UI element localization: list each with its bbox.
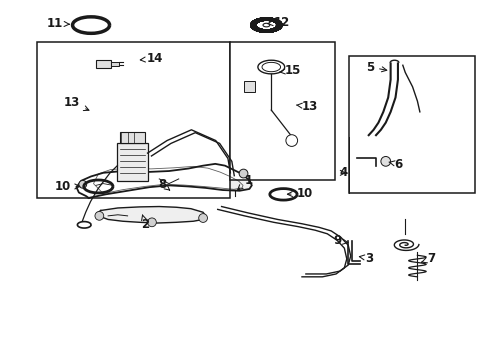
Text: 14: 14	[140, 52, 163, 65]
Bar	[117, 143, 147, 181]
Bar	[110, 62, 119, 66]
Text: 1: 1	[237, 174, 252, 190]
Text: 7: 7	[421, 252, 434, 265]
Text: 10: 10	[54, 180, 80, 193]
Text: 9: 9	[333, 234, 347, 247]
Circle shape	[79, 180, 86, 188]
Bar	[38, 42, 229, 198]
Circle shape	[285, 135, 297, 147]
Bar	[229, 42, 334, 180]
Bar	[348, 56, 474, 193]
Text: 13: 13	[64, 96, 89, 111]
Text: 6: 6	[388, 158, 402, 171]
Bar	[120, 132, 145, 143]
Polygon shape	[97, 207, 205, 223]
Circle shape	[380, 157, 390, 166]
Text: 13: 13	[296, 100, 318, 113]
Circle shape	[198, 213, 207, 222]
Bar	[96, 60, 110, 68]
Polygon shape	[76, 164, 251, 198]
Text: 8: 8	[158, 178, 169, 191]
Text: 3: 3	[359, 252, 373, 265]
Text: 12: 12	[267, 16, 289, 29]
Text: 10: 10	[287, 187, 312, 200]
Circle shape	[239, 169, 247, 178]
Text: 2: 2	[141, 215, 149, 231]
Text: 15: 15	[279, 64, 301, 77]
Circle shape	[147, 218, 156, 227]
Text: 4: 4	[339, 166, 347, 179]
Text: 5: 5	[365, 60, 386, 73]
Text: 11: 11	[47, 17, 69, 30]
Bar	[244, 81, 255, 92]
Circle shape	[95, 211, 103, 220]
